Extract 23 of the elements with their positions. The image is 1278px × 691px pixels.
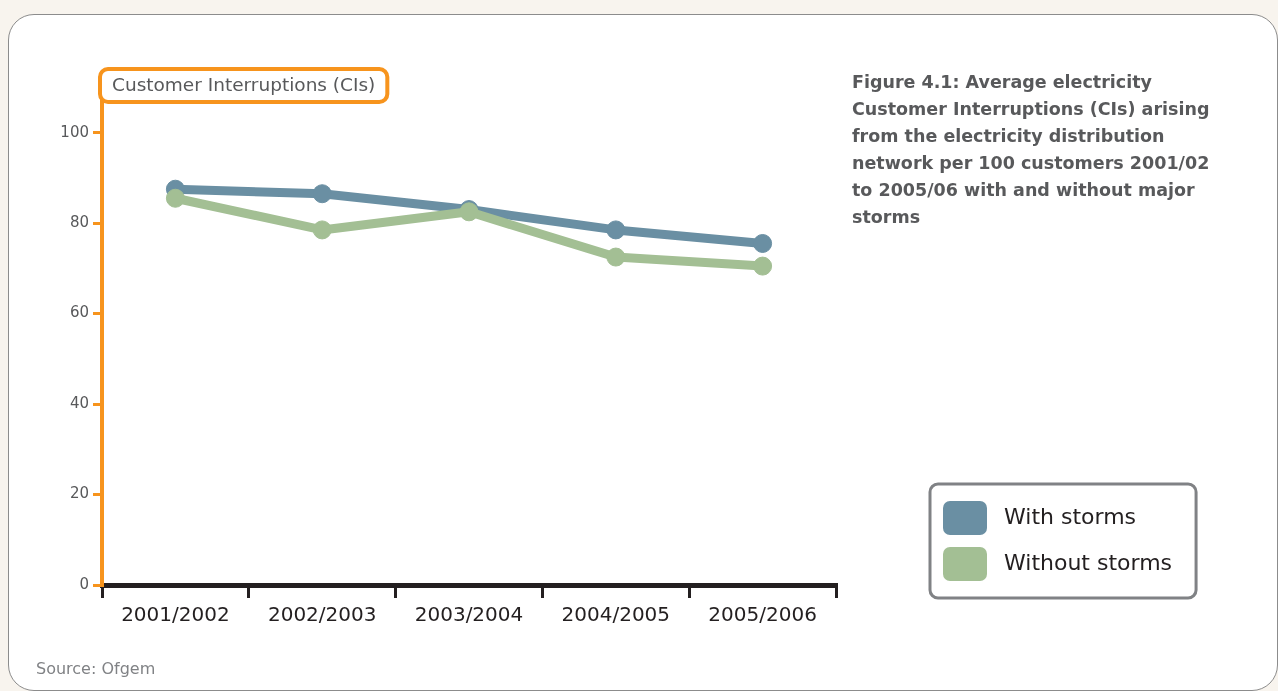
source-note: Source: Ofgem [36,659,156,678]
y-tick-label: 40 [69,393,89,412]
x-tick-label: 2005/2006 [708,602,817,627]
y-tick-label: 80 [69,213,89,232]
y-tick-label: 20 [69,484,89,503]
x-tick-label: 2001/2002 [121,602,230,627]
x-tick-label: 2004/2005 [561,602,671,627]
x-tick-label: 2003/2004 [414,602,524,627]
point [312,184,332,204]
point [753,233,773,253]
y-tick-label: 60 [69,303,89,322]
x-tick-label: 2002/2003 [267,602,377,627]
point [606,247,626,267]
legend-label: With storms [1004,503,1137,529]
y-axis-title: Customer Interruptions (CIs) [112,74,376,96]
point [165,188,185,208]
y-tick-label: 100 [60,122,89,141]
y-tick-label: 0 [79,574,89,593]
point [606,220,626,240]
point [312,220,332,240]
point [753,256,773,276]
legend-label: Without storms [1004,549,1173,575]
text: Figure 4.1: Average electricity Customer Interruptions (CIs) arising from the electricity distribution network per 100 customers 2001/02 to 2005/06 with and without major storms [852,71,1211,229]
